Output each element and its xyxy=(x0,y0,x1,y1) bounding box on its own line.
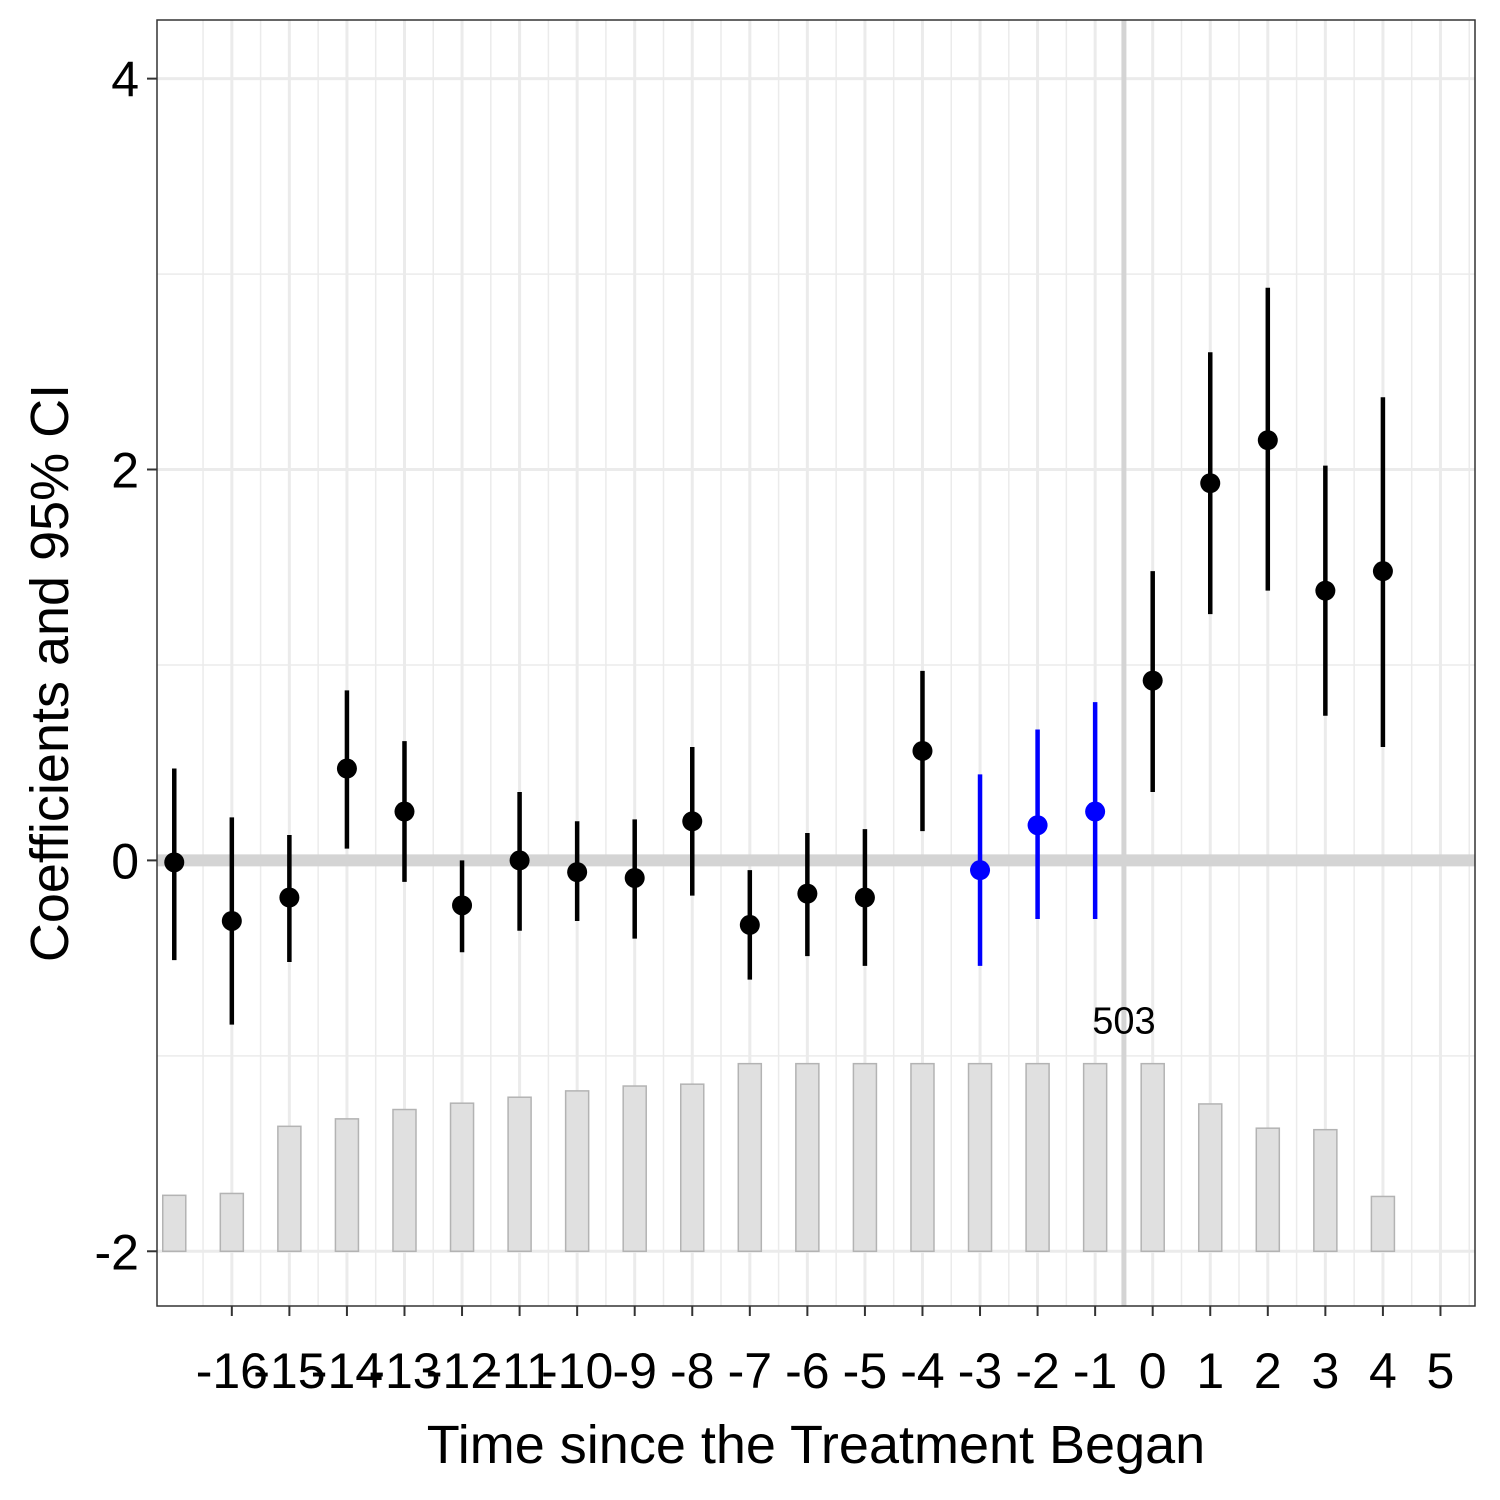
x-tick-label: -7 xyxy=(728,1343,772,1399)
count-bar xyxy=(622,1085,647,1253)
count-bar xyxy=(1082,1062,1108,1253)
coefficient-point xyxy=(221,910,242,931)
count-bar xyxy=(852,1062,878,1253)
x-tick-label: -13 xyxy=(368,1343,440,1399)
x-tick-label: -5 xyxy=(843,1343,887,1399)
x-tick-label: 1 xyxy=(1196,1343,1224,1399)
x-tick-label: -9 xyxy=(612,1343,656,1399)
coefficient-point xyxy=(1200,473,1221,494)
x-tick-label: -3 xyxy=(958,1343,1002,1399)
count-bar xyxy=(449,1102,475,1253)
x-axis-title: Time since the Treatment Began xyxy=(427,1415,1205,1475)
y-tick-label: 0 xyxy=(111,833,139,889)
coefficient-point xyxy=(1027,815,1048,836)
x-tick-label: -1 xyxy=(1073,1343,1117,1399)
coefficient-points xyxy=(164,430,1393,935)
y-axis-title: Coefficients and 95% CI xyxy=(20,384,80,962)
coefficient-point xyxy=(164,852,185,873)
count-bar xyxy=(1255,1127,1281,1253)
y-tick-label: -2 xyxy=(95,1224,139,1280)
count-bar xyxy=(910,1062,935,1253)
x-tick-label: -4 xyxy=(900,1343,944,1399)
bar-max-label: 503 xyxy=(1092,1001,1155,1043)
count-bar xyxy=(737,1062,763,1253)
count-bar xyxy=(219,1192,245,1253)
count-bar xyxy=(679,1083,705,1253)
coefficient-point xyxy=(567,862,588,883)
coefficient-point xyxy=(1085,801,1106,822)
count-bar xyxy=(967,1062,993,1253)
count-bar xyxy=(507,1096,532,1253)
count-bar xyxy=(1313,1128,1338,1253)
coefficient-point xyxy=(1257,430,1278,451)
count-bar xyxy=(334,1118,360,1253)
coefficient-point xyxy=(624,867,645,888)
coefficient-point xyxy=(1315,580,1336,601)
coefficient-point xyxy=(1142,670,1163,691)
y-tick-label: 2 xyxy=(111,443,139,499)
x-tick-label: -16 xyxy=(196,1343,268,1399)
x-tick-label: -2 xyxy=(1015,1343,1059,1399)
count-bar xyxy=(1140,1062,1165,1253)
x-tick-label: -12 xyxy=(426,1343,498,1399)
coefficient-point xyxy=(279,887,300,908)
count-bar xyxy=(1370,1195,1396,1253)
coefficient-point xyxy=(797,883,818,904)
x-tick-label: 3 xyxy=(1311,1343,1339,1399)
count-bar xyxy=(1025,1062,1050,1253)
coefficient-point xyxy=(394,801,415,822)
x-tick-label: 2 xyxy=(1254,1343,1282,1399)
count-bar xyxy=(392,1108,417,1253)
x-tick-label: -11 xyxy=(485,1343,554,1399)
sample-size-bars xyxy=(162,1062,1396,1253)
x-tick-label: 5 xyxy=(1427,1343,1455,1399)
x-tick-label: -6 xyxy=(785,1343,829,1399)
reference-lines xyxy=(157,20,1475,1306)
coefficient-point xyxy=(452,895,473,916)
count-bar xyxy=(564,1090,590,1253)
x-tick-label: -14 xyxy=(311,1343,383,1399)
plot-panel-border xyxy=(156,19,1476,1307)
count-bar xyxy=(277,1125,302,1253)
count-bar xyxy=(795,1062,820,1253)
count-bar xyxy=(1197,1103,1223,1253)
x-tick-label: 4 xyxy=(1369,1343,1397,1399)
coefficient-point xyxy=(912,740,933,761)
x-tick-label: 0 xyxy=(1139,1343,1167,1399)
coefficient-point xyxy=(1372,561,1393,582)
y-tick-label: 4 xyxy=(111,52,139,108)
coefficient-point xyxy=(682,811,703,832)
coefficient-point xyxy=(970,860,991,881)
coefficient-point xyxy=(336,758,357,779)
coefficient-point xyxy=(509,850,530,871)
x-tick-label: -15 xyxy=(253,1343,325,1399)
x-tick-label: -8 xyxy=(670,1343,714,1399)
x-tick-label: -10 xyxy=(541,1343,613,1399)
coefficient-point xyxy=(739,914,760,935)
coefficient-point xyxy=(854,887,875,908)
count-bar xyxy=(162,1194,187,1253)
